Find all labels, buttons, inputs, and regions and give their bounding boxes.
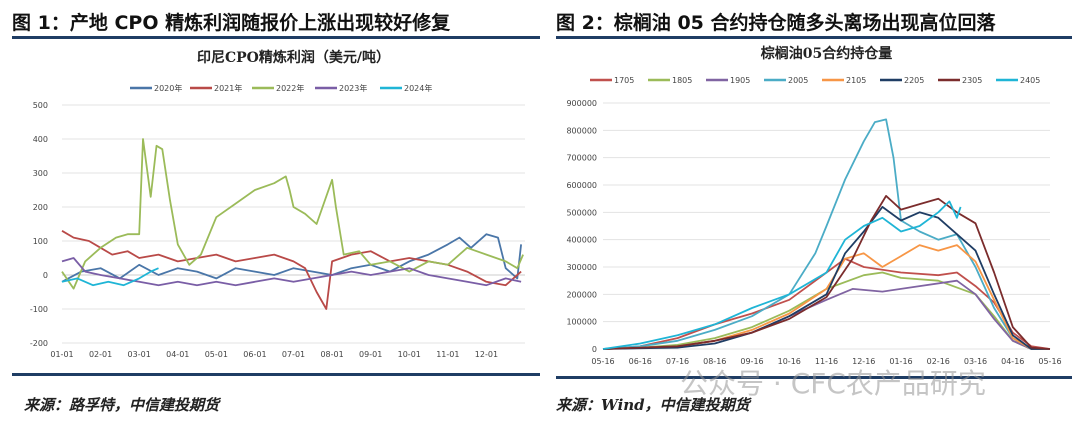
chart-1-series-2305 [602, 195, 1051, 350]
chart-1-ytick: 0 [592, 345, 597, 354]
chart-1-xtick: 11-16 [815, 357, 838, 366]
chart-0-xtick: 07-01 [282, 350, 305, 359]
chart-1-xtick: 12-16 [852, 357, 875, 366]
chart-1-legend-label: 2405 [1020, 76, 1040, 85]
chart-0-ytick: 200 [33, 203, 48, 212]
chart-1-xtick: 03-16 [964, 357, 987, 366]
left-bottom-rule [12, 373, 540, 376]
chart-0-ytick: 400 [33, 135, 48, 144]
chart-1-ytick: 800000 [566, 126, 597, 135]
chart-0-xtick: 06-01 [243, 350, 266, 359]
chart-1-xtick: 06-16 [629, 357, 652, 366]
chart-0-ytick: -200 [30, 339, 48, 348]
chart-0-series-2022年 [61, 138, 524, 290]
chart-1-ytick: 500000 [566, 208, 597, 217]
chart-1-xtick: 10-16 [778, 357, 801, 366]
chart-1-series-1905 [602, 279, 1050, 350]
left-source: 来源：路孚特，中信建投期货 [24, 396, 220, 414]
chart-0-xtick: 01-01 [50, 350, 73, 359]
right-source: 来源：Wind，中信建投期货 [556, 396, 750, 414]
chart-0-title: 印尼CPO精炼利润（美元/吨） [197, 49, 390, 66]
chart-1-legend-label: 2105 [846, 76, 866, 85]
chart-1-legend-label: 2305 [962, 76, 982, 85]
chart-1-ytick: 200000 [566, 290, 597, 299]
chart-1-legend-label: 2205 [904, 76, 924, 85]
chart-0-legend-label: 2020年 [154, 83, 182, 93]
chart-1-ytick: 300000 [566, 263, 597, 272]
chart-0-xtick: 03-01 [128, 350, 151, 359]
chart-1-series-2405 [602, 200, 962, 350]
chart-1-series-2005 [602, 118, 1050, 350]
left-panel-title: 图 1：产地 CPO 精炼利润随报价上涨出现较好修复 [12, 12, 451, 34]
chart-1-series-2105 [602, 244, 1050, 350]
chart-1-ytick: 100000 [566, 318, 597, 327]
chart-1-legend-label: 1905 [730, 76, 750, 85]
chart-1-legend-label: 1705 [614, 76, 634, 85]
chart-0-xtick: 02-01 [89, 350, 112, 359]
chart-0-series-2024年 [61, 267, 159, 287]
chart-1-xtick: 07-16 [666, 357, 689, 366]
chart-0-xtick: 12-01 [475, 350, 498, 359]
left-top-rule [12, 36, 540, 39]
chart-1-xtick: 08-16 [703, 357, 726, 366]
chart-1-xtick: 09-16 [740, 357, 763, 366]
chart-1-legend-label: 1805 [672, 76, 692, 85]
chart-0-xtick: 05-01 [205, 350, 228, 359]
chart-0-series-2020年 [61, 233, 522, 283]
chart-0-ytick: 300 [33, 169, 48, 178]
chart-0-legend-label: 2023年 [339, 83, 367, 93]
chart-1-xtick: 02-16 [927, 357, 950, 366]
chart-1-xtick: 05-16 [1038, 357, 1061, 366]
chart-0-ytick: -100 [30, 305, 48, 314]
chart-1-title: 棕榈油05合约持仓量 [760, 45, 892, 62]
chart-1-ytick: 600000 [566, 181, 597, 190]
watermark: 公众号 · CFC农产品研究 [680, 367, 986, 400]
chart-1-ytick: 900000 [566, 99, 597, 108]
chart-0-legend-label: 2022年 [276, 83, 304, 93]
chart-0-xtick: 08-01 [320, 350, 343, 359]
right-panel-title: 图 2：棕榈油 05 合约持仓随多头离场出现高位回落 [556, 12, 996, 34]
chart-1-ytick: 400000 [566, 236, 597, 245]
chart-0-xtick: 04-01 [166, 350, 189, 359]
chart-0-legend-label: 2024年 [404, 83, 432, 93]
chart-1-legend-label: 2005 [788, 76, 808, 85]
chart-0-xtick: 11-01 [436, 350, 459, 359]
chart-1-xtick: 04-16 [1001, 357, 1024, 366]
right-bottom-rule [556, 376, 1072, 379]
chart-1-ytick: 700000 [566, 154, 597, 163]
chart-1-xtick: 01-16 [889, 357, 912, 366]
chart-0-xtick: 09-01 [359, 350, 382, 359]
right-top-rule [556, 36, 1072, 39]
chart-0-legend-label: 2021年 [214, 83, 242, 93]
chart-0-ytick: 500 [33, 101, 48, 110]
chart-1-xtick: 05-16 [591, 357, 614, 366]
chart-0-xtick: 10-01 [398, 350, 421, 359]
chart-0-ytick: 0 [43, 271, 48, 280]
chart-0-ytick: 100 [33, 237, 48, 246]
chart-0-series-2023年 [61, 257, 522, 287]
